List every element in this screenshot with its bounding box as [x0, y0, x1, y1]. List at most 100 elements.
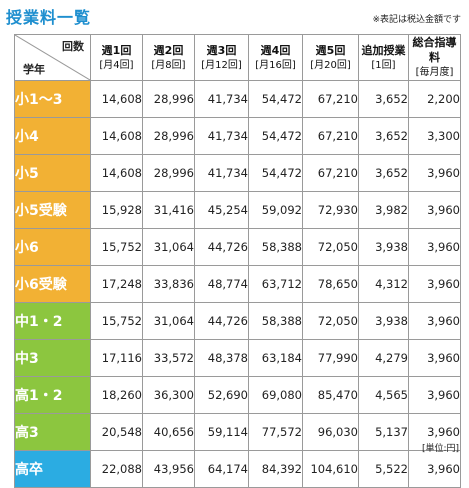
column-header: 週5回 [月20回] — [302, 34, 359, 81]
table-row: 高1・2 18,260 36,300 52,690 69,080 85,470 4,565 3… — [14, 376, 461, 414]
fee-cell: 14,608 — [90, 80, 143, 118]
grade-label: 小5受験 — [14, 191, 91, 229]
fee-cell: 41,734 — [194, 80, 249, 118]
fee-cell: 54,472 — [248, 154, 303, 192]
column-header-sub: [月16回] — [255, 59, 296, 71]
table-body: 小1〜3 14,608 28,996 41,734 54,472 67,210 3,652 2… — [14, 80, 461, 488]
fee-cell: 45,254 — [194, 191, 249, 229]
fee-cell: 28,996 — [142, 117, 195, 155]
fee-cell: 96,030 — [302, 413, 359, 451]
fee-cell: 58,388 — [248, 228, 303, 266]
fee-cell: 33,836 — [142, 265, 195, 303]
fee-cell: 3,300 — [408, 117, 461, 155]
grade-label: 小1〜3 — [14, 80, 91, 118]
page-title: 授業料一覧 — [6, 8, 92, 27]
fee-cell: 41,734 — [194, 117, 249, 155]
fee-cell: 20,548 — [90, 413, 143, 451]
fee-cell: 5,137 — [358, 413, 409, 451]
corner-label-count: 回数 — [62, 40, 84, 53]
fee-cell: 14,608 — [90, 117, 143, 155]
fee-cell: 48,774 — [194, 265, 249, 303]
fee-cell: 67,210 — [302, 117, 359, 155]
fee-cell: 72,050 — [302, 302, 359, 340]
fee-cell: 59,114 — [194, 413, 249, 451]
fee-cell: 72,050 — [302, 228, 359, 266]
table-row: 中3 17,116 33,572 48,378 63,184 77,990 4,279 3,9… — [14, 339, 461, 377]
unit-label: [単位:円] — [421, 444, 459, 454]
fee-cell: 3,960 — [408, 450, 461, 488]
fee-cell: 4,279 — [358, 339, 409, 377]
fee-cell: 28,996 — [142, 80, 195, 118]
column-header-label: 追加授業 — [361, 43, 406, 57]
fee-cell: 31,064 — [142, 228, 195, 266]
fee-cell: 5,522 — [358, 450, 409, 488]
grade-label: 小5 — [14, 154, 91, 192]
column-header: 追加授業 [1回] — [358, 34, 409, 81]
fee-cell: 77,572 — [248, 413, 303, 451]
fee-cell: 59,092 — [248, 191, 303, 229]
fee-cell: 3,652 — [358, 80, 409, 118]
fee-cell: 3,960 — [408, 339, 461, 377]
fee-cell: 4,312 — [358, 265, 409, 303]
fee-cell: 3,652 — [358, 117, 409, 155]
table-row: 小4 14,608 28,996 41,734 54,472 67,210 3,652 3,3… — [14, 117, 461, 155]
diagonal-divider — [15, 35, 90, 80]
grade-label: 中1・2 — [14, 302, 91, 340]
fee-cell: 41,734 — [194, 154, 249, 192]
fee-cell: 43,956 — [142, 450, 195, 488]
column-header-sub: [月4回] — [99, 59, 134, 71]
fee-cell: 78,650 — [302, 265, 359, 303]
table-row: 小5受験 15,928 31,416 45,254 59,092 72,930 3,982 3… — [14, 191, 461, 229]
table-row: 小1〜3 14,608 28,996 41,734 54,472 67,210 3,652 2… — [14, 80, 461, 118]
table-row: 高卒 22,088 43,956 64,174 84,392 104,610 5,522 3,… — [14, 450, 461, 488]
grade-label: 小6受験 — [14, 265, 91, 303]
column-header-label: 週2回 — [153, 43, 184, 57]
column-header-sub: [1回] — [371, 59, 396, 71]
grade-label: 小6 — [14, 228, 91, 266]
column-header-sub: [毎月度] — [415, 67, 454, 78]
fee-cell: 40,656 — [142, 413, 195, 451]
fee-cell: 3,652 — [358, 154, 409, 192]
fee-cell: 3,938 — [358, 228, 409, 266]
fee-cell: 3,960 — [408, 302, 461, 340]
fee-cell: 85,470 — [302, 376, 359, 414]
fee-cell: 36,300 — [142, 376, 195, 414]
fee-cell: 28,996 — [142, 154, 195, 192]
table-row: 小6 15,752 31,064 44,726 58,388 72,050 3,938 3,9… — [14, 228, 461, 266]
corner-label-grade: 学年 — [23, 63, 45, 76]
fee-cell: 33,572 — [142, 339, 195, 377]
fee-cell: 3,960 — [408, 376, 461, 414]
column-header-sub: [月12回] — [201, 59, 242, 71]
fee-cell: 58,388 — [248, 302, 303, 340]
fee-cell: 72,930 — [302, 191, 359, 229]
corner-header-cell: 回数 学年 — [14, 34, 91, 81]
fee-cell: 14,608 — [90, 154, 143, 192]
table-row: 小5 14,608 28,996 41,734 54,472 67,210 3,652 3,9… — [14, 154, 461, 192]
tax-note: ※表記は税込金額です — [372, 15, 461, 25]
column-header-label: 週3回 — [206, 43, 237, 57]
fee-cell: 15,752 — [90, 302, 143, 340]
grade-label: 高卒 — [14, 450, 91, 488]
column-header: 総合指導料 [毎月度] — [408, 34, 461, 81]
fee-cell: 17,116 — [90, 339, 143, 377]
column-header-label: 週4回 — [260, 43, 291, 57]
grade-label: 高1・2 — [14, 376, 91, 414]
fee-cell: 3,982 — [358, 191, 409, 229]
fee-cell: 15,928 — [90, 191, 143, 229]
fee-cell: 54,472 — [248, 117, 303, 155]
fee-cell: 54,472 — [248, 80, 303, 118]
grade-label: 中3 — [14, 339, 91, 377]
column-header-sub: [月20回] — [310, 59, 351, 71]
fee-cell: 69,080 — [248, 376, 303, 414]
column-header: 週4回 [月16回] — [248, 34, 303, 81]
grade-label: 高3 — [14, 413, 91, 451]
table-row: 中1・2 15,752 31,064 44,726 58,388 72,050 3,938 3… — [14, 302, 461, 340]
fee-cell: 77,990 — [302, 339, 359, 377]
fee-cell: 64,174 — [194, 450, 249, 488]
column-header: 週1回 [月4回] — [90, 34, 143, 81]
fee-cell: 3,960 — [408, 413, 461, 451]
fee-cell: 3,960 — [408, 154, 461, 192]
fee-cell: 3,938 — [358, 302, 409, 340]
fee-cell: 3,960 — [408, 265, 461, 303]
fee-cell: 2,200 — [408, 80, 461, 118]
